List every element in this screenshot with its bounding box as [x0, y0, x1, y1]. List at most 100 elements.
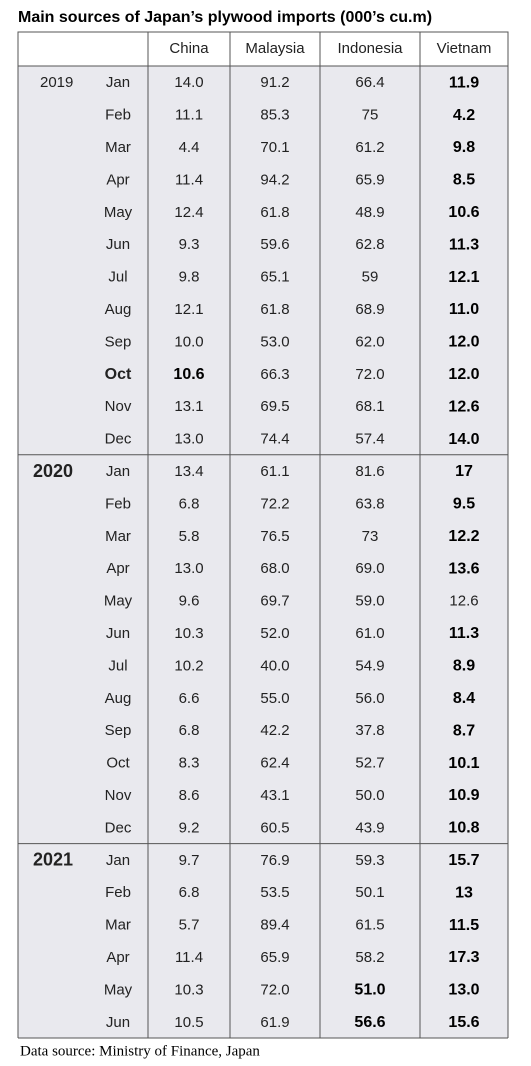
cell-value: 14.0 — [174, 74, 203, 91]
cell-value: 9.8 — [179, 269, 200, 286]
month-label: Jun — [106, 236, 130, 253]
month-label: Jan — [106, 852, 130, 869]
cell-value: 13.0 — [174, 431, 203, 448]
cell-value: 61.5 — [355, 917, 384, 934]
table-title: Main sources of Japan’s plywood imports … — [18, 9, 432, 26]
cell-value: 56.0 — [355, 690, 384, 707]
cell-value: 13.6 — [448, 560, 479, 577]
cell-value: 12.0 — [448, 366, 479, 383]
cell-value: 11.5 — [449, 917, 479, 934]
cell-value: 10.6 — [173, 366, 204, 383]
cell-value: 12.1 — [174, 301, 203, 318]
cell-value: 12.4 — [174, 204, 203, 221]
month-label: Apr — [106, 560, 129, 577]
cell-value: 13 — [455, 884, 473, 901]
cell-value: 50.0 — [355, 787, 384, 804]
cell-value: 10.1 — [448, 755, 479, 772]
cell-value: 8.6 — [179, 787, 200, 804]
year-label: 2019 — [40, 74, 73, 91]
cell-value: 51.0 — [354, 982, 385, 999]
cell-value: 6.8 — [179, 722, 200, 739]
cell-value: 59 — [362, 269, 379, 286]
cell-value: 11.4 — [175, 171, 203, 188]
cell-value: 57.4 — [355, 431, 384, 448]
month-label: Jul — [108, 269, 127, 286]
cell-value: 15.6 — [448, 1014, 479, 1031]
cell-value: 43.9 — [355, 819, 384, 836]
cell-value: 66.4 — [355, 74, 384, 91]
month-label: Mar — [105, 528, 131, 545]
month-label: Dec — [105, 431, 132, 448]
cell-value: 8.3 — [179, 755, 200, 772]
month-label: Feb — [105, 495, 131, 512]
cell-value: 9.3 — [179, 236, 200, 253]
cell-value: 91.2 — [260, 74, 289, 91]
month-label: Nov — [105, 787, 132, 804]
header-bg — [17, 31, 509, 67]
cell-value: 72.2 — [260, 495, 289, 512]
cell-value: 9.5 — [453, 496, 475, 513]
cell-value: 10.9 — [448, 787, 479, 804]
cell-value: 10.3 — [174, 981, 203, 998]
year-label: 2021 — [33, 850, 73, 870]
cell-value: 10.2 — [174, 657, 203, 674]
cell-value: 73 — [362, 528, 379, 545]
cell-value: 61.1 — [260, 463, 289, 480]
cell-value: 53.5 — [260, 884, 289, 901]
month-label: Apr — [106, 949, 129, 966]
cell-value: 11.3 — [449, 236, 479, 253]
cell-value: 85.3 — [260, 107, 289, 124]
cell-value: 61.9 — [260, 1014, 289, 1031]
cell-value: 61.0 — [355, 625, 384, 642]
cell-value: 66.3 — [260, 366, 289, 383]
cell-value: 61.8 — [260, 301, 289, 318]
month-label: Jun — [106, 625, 130, 642]
cell-value: 8.9 — [453, 658, 475, 675]
column-header: Indonesia — [337, 40, 403, 57]
cell-value: 53.0 — [260, 333, 289, 350]
month-label: Oct — [106, 755, 130, 772]
cell-value: 37.8 — [355, 722, 384, 739]
cell-value: 17 — [455, 463, 473, 480]
cell-value: 65.1 — [260, 269, 289, 286]
cell-value: 59.3 — [355, 852, 384, 869]
cell-value: 48.9 — [355, 204, 384, 221]
cell-value: 75 — [362, 107, 379, 124]
cell-value: 59.0 — [355, 593, 384, 610]
cell-value: 69.7 — [260, 593, 289, 610]
cell-value: 50.1 — [355, 884, 384, 901]
month-label: Jan — [106, 463, 130, 480]
cell-value: 69.0 — [355, 560, 384, 577]
month-label: Aug — [105, 301, 132, 318]
cell-value: 43.1 — [260, 787, 289, 804]
cell-value: 62.4 — [260, 755, 289, 772]
source-note: Data source: Ministry of Finance, Japan — [20, 1043, 260, 1059]
month-label: Feb — [105, 107, 131, 124]
cell-value: 11.0 — [449, 301, 479, 318]
cell-value: 6.6 — [179, 690, 200, 707]
month-label: Jan — [106, 74, 130, 91]
cell-value: 65.9 — [355, 171, 384, 188]
cell-value: 70.1 — [260, 139, 289, 156]
month-label: Dec — [105, 819, 132, 836]
cell-value: 12.6 — [449, 593, 478, 610]
cell-value: 9.6 — [179, 593, 200, 610]
cell-value: 5.7 — [179, 917, 200, 934]
cell-value: 15.7 — [448, 852, 479, 869]
month-label: Nov — [105, 398, 132, 415]
month-label: Jul — [108, 657, 127, 674]
cell-value: 6.8 — [179, 495, 200, 512]
month-label: Sep — [105, 722, 132, 739]
cell-value: 5.8 — [179, 528, 200, 545]
month-label: Mar — [105, 139, 131, 156]
cell-value: 81.6 — [355, 463, 384, 480]
cell-value: 6.8 — [179, 884, 200, 901]
cell-value: 10.8 — [448, 820, 479, 837]
cell-value: 4.2 — [453, 107, 475, 124]
cell-value: 72.0 — [355, 366, 384, 383]
cell-value: 9.2 — [179, 819, 200, 836]
cell-value: 8.4 — [453, 690, 475, 707]
cell-value: 72.0 — [260, 981, 289, 998]
cell-value: 8.7 — [453, 722, 475, 739]
cell-value: 11.4 — [175, 949, 203, 966]
